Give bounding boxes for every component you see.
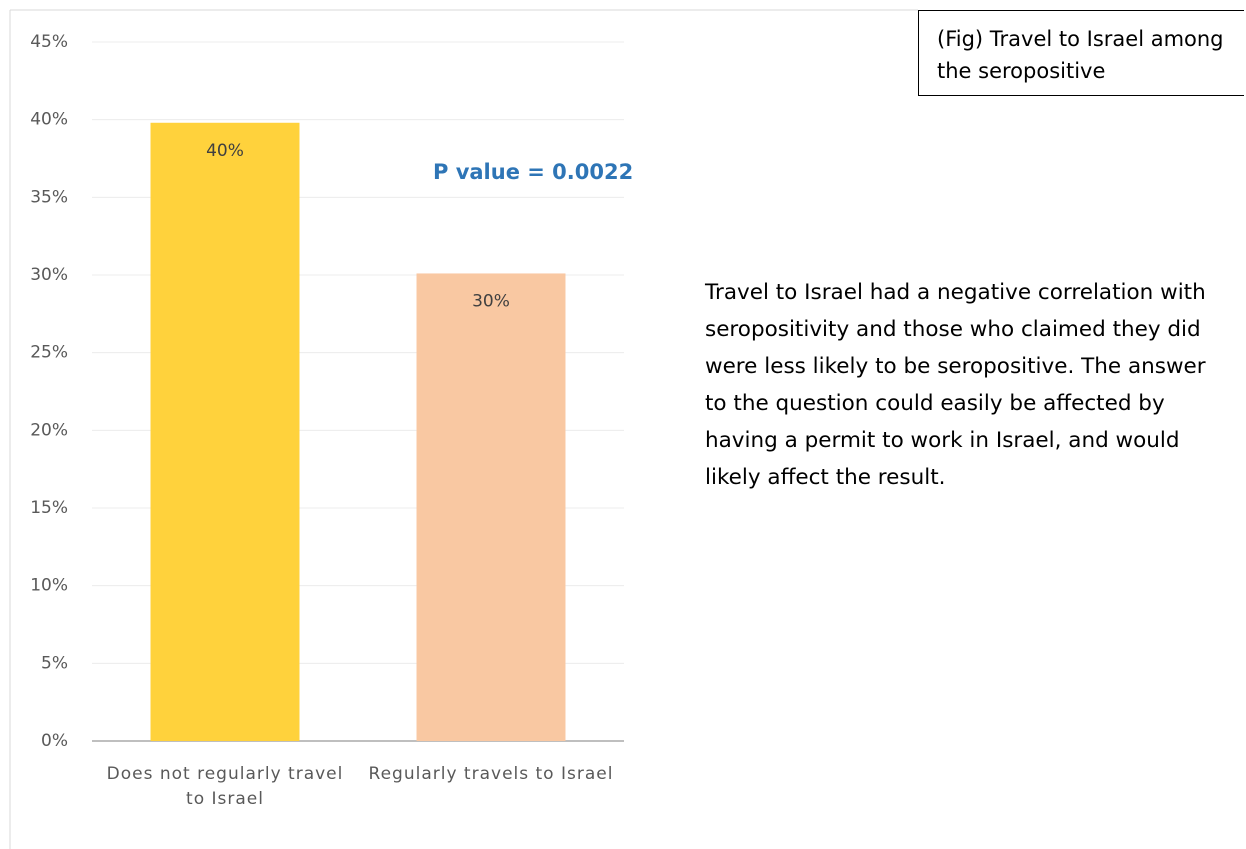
y-tick-label: 30% — [30, 265, 68, 285]
annotation: P value = 0.0022 — [433, 160, 633, 184]
y-tick-label: 0% — [41, 731, 68, 751]
y-tick-label: 15% — [30, 498, 68, 518]
y-tick-label: 35% — [30, 187, 68, 207]
bar — [150, 122, 300, 742]
bar — [416, 273, 566, 741]
x-tick-label: Does not regularly travel to Israel — [106, 764, 344, 809]
y-tick-label: 10% — [30, 576, 68, 596]
value-label: 30% — [472, 291, 510, 311]
y-tick-label: 45% — [30, 32, 68, 52]
description: Travel to Israel had a negative correlat… — [705, 280, 1206, 490]
annotation-bg — [414, 156, 626, 190]
chart-title: (Fig) Travel to Israel among the seropos… — [918, 10, 1244, 96]
y-tick-label: 20% — [30, 420, 68, 440]
y-tick-label: 5% — [41, 653, 68, 673]
value-label: 40% — [206, 141, 244, 161]
y-tick-label: 25% — [30, 343, 68, 363]
x-tick-label: Regularly travels to Israel — [368, 764, 614, 784]
y-tick-label: 40% — [30, 110, 68, 130]
